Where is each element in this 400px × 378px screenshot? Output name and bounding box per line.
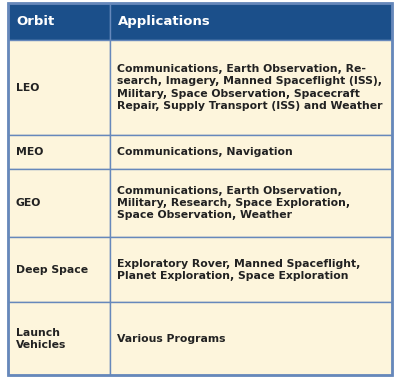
Text: MEO: MEO [16,147,43,157]
Bar [110,135,392,169]
Bar [8,237,110,302]
Bar [110,237,392,302]
Bar [8,135,110,169]
Bar [110,40,392,135]
Text: Exploratory Rover, Manned Spaceflight,
Planet Exploration, Space Exploration: Exploratory Rover, Manned Spaceflight, P… [117,259,360,281]
Text: GEO: GEO [16,198,41,208]
Bar [8,3,110,40]
Text: Applications: Applications [118,15,210,28]
Bar [8,169,110,237]
Text: Launch
Vehicles: Launch Vehicles [16,327,66,350]
Text: LEO: LEO [16,83,39,93]
Text: Various Programs: Various Programs [117,334,225,344]
Bar [110,169,392,237]
Text: Orbit: Orbit [16,15,54,28]
Bar [110,3,392,40]
Text: Deep Space: Deep Space [16,265,88,275]
Bar [8,40,110,135]
Text: Communications, Navigation: Communications, Navigation [117,147,292,157]
Text: Communications, Earth Observation, Re-
search, Imagery, Manned Spaceflight (ISS): Communications, Earth Observation, Re- s… [117,64,382,111]
Text: Communications, Earth Observation,
Military, Research, Space Exploration,
Space : Communications, Earth Observation, Milit… [117,186,350,220]
Bar [8,302,110,375]
Bar [110,302,392,375]
